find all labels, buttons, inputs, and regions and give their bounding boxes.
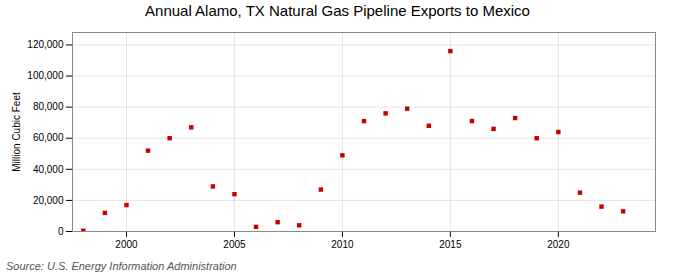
svg-text:2015: 2015: [439, 239, 462, 250]
html-text:Annual Alamo, TX Natural Gas P: Annual Alamo, TX Natural Gas Pipeline Ex…: [145, 2, 530, 19]
svg-text:2005: 2005: [223, 239, 246, 250]
svg-text:60,000: 60,000: [33, 132, 64, 143]
svg-text:2010: 2010: [331, 239, 354, 250]
svg-text:40,000: 40,000: [33, 164, 64, 175]
svg-text:20,000: 20,000: [33, 195, 64, 206]
svg-text:100,000: 100,000: [27, 70, 64, 81]
html-text:Source: U.S. Energy Informatio: Source: U.S. Energy Information Administ…: [6, 260, 237, 272]
svg-text:2000: 2000: [115, 239, 138, 250]
svg-text:80,000: 80,000: [33, 101, 64, 112]
svg-text:120,000: 120,000: [27, 39, 64, 50]
svg-text:Million Cubic Feet: Million Cubic Feet: [11, 92, 22, 172]
svg-text:0: 0: [58, 226, 64, 237]
svg-text:2020: 2020: [547, 239, 570, 250]
